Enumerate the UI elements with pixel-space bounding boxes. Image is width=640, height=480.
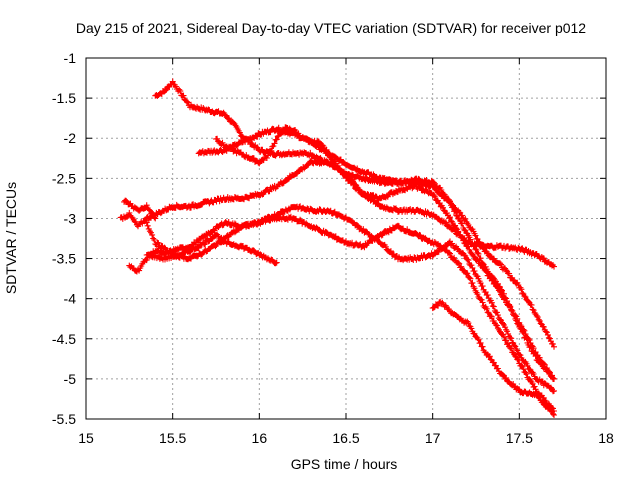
x-tick-label: 15 (78, 430, 94, 446)
series-s9 (121, 197, 159, 222)
series-markers (117, 157, 557, 270)
x-tick-label: 18 (598, 430, 614, 446)
y-tick-label: -1 (64, 50, 77, 66)
x-tick-label: 16.5 (332, 430, 359, 446)
y-tick-label: -5.5 (52, 411, 76, 427)
series-s7 (143, 231, 280, 267)
y-tick-label: -3 (64, 210, 77, 226)
y-axis-label: SDTVAR / TECUs (3, 182, 19, 294)
series-markers (152, 78, 557, 350)
y-tick-label: -2 (64, 130, 77, 146)
grid (86, 58, 606, 419)
chart-title: Day 215 of 2021, Sidereal Day-to-day VTE… (76, 20, 586, 36)
x-tick-label: 16 (252, 430, 268, 446)
y-tick-label: -3.5 (52, 251, 76, 267)
x-tick-label: 15.5 (159, 430, 186, 446)
series-markers (121, 197, 159, 222)
series-s1 (152, 78, 557, 350)
series-markers (143, 231, 280, 267)
x-tick-label: 17 (425, 430, 441, 446)
x-tick-label: 17.5 (506, 430, 533, 446)
series-s6 (143, 213, 557, 414)
y-tick-label: -4 (64, 291, 77, 307)
series-s8 (429, 298, 557, 418)
data-series (117, 78, 557, 418)
series-s4 (117, 157, 557, 270)
y-tick-label: -4.5 (52, 331, 76, 347)
y-tick-label: -5 (64, 371, 77, 387)
series-markers (143, 213, 557, 414)
series-markers (429, 298, 557, 418)
y-tick-label: -1.5 (52, 90, 76, 106)
y-tick-label: -2.5 (52, 170, 76, 186)
x-axis-label: GPS time / hours (291, 456, 398, 472)
axis-ticks: 15 15.5 16 16.5 17 17.5 18 -1 -1.5 -2 -2.5 -3 -3.5 -4… (52, 50, 614, 446)
